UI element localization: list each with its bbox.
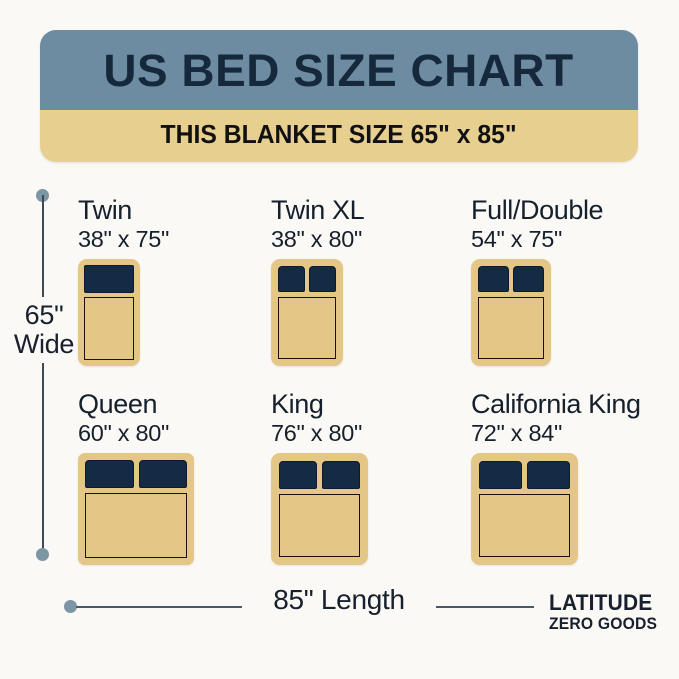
pillow-group (85, 459, 187, 488)
bed-name: Twin XL (271, 195, 365, 225)
bed-illustration-twin-xl (271, 258, 343, 366)
bed-dimensions: 38" x 80" (271, 225, 363, 252)
pillow-icon (309, 265, 336, 292)
brand-name-primary: LATITUDE (549, 590, 653, 615)
bed-name: Twin (78, 195, 132, 225)
pillow-icon (527, 460, 570, 489)
brand-name-secondary: ZERO GOODS (549, 614, 658, 633)
bed-cell-california-king: California King 72" x 84" (471, 390, 641, 565)
pillow-icon (479, 460, 522, 489)
horizontal-measure-axis: 85" Length (64, 586, 534, 614)
axis-line-right-segment (436, 606, 534, 608)
bed-dimensions: 60" x 80" (78, 419, 170, 446)
bed-dimensions: 76" x 80" (271, 419, 363, 446)
blanket-area (84, 296, 134, 360)
bed-illustration-queen (78, 452, 194, 565)
bed-name: California King (471, 389, 641, 419)
bed-cell-full-double: Full/Double 54" x 75" (471, 195, 604, 366)
pillow-icon (278, 265, 305, 292)
pillow-icon (513, 265, 544, 292)
pillow-group (479, 460, 570, 489)
pillow-group (278, 265, 336, 292)
bed-illustration-king (271, 452, 368, 565)
pillow-icon (84, 264, 134, 293)
bed-name: Queen (78, 389, 158, 419)
blanket-area (85, 492, 187, 558)
blanket-area (278, 296, 336, 359)
vertical-measure-value: 65" (24, 300, 64, 330)
pillow-icon (322, 460, 360, 489)
axis-line-vertical (42, 195, 44, 555)
horizontal-measure-label: 85" Length (273, 584, 405, 615)
blanket-area (279, 493, 360, 557)
vertical-measure-label: 65" Wide (0, 297, 88, 364)
bed-cell-king: King 76" x 80" (271, 390, 368, 565)
blanket-area (479, 493, 570, 557)
banner-title-band: US BED SIZE CHART (40, 30, 638, 110)
bed-cell-twin: Twin 38" x 75" (78, 196, 169, 366)
pillow-group (478, 265, 544, 292)
vertical-measure-axis (36, 189, 49, 561)
vertical-measure-unit: Wide (13, 328, 75, 359)
pillow-icon (85, 459, 134, 488)
bed-dimensions: 38" x 75" (78, 225, 170, 252)
page-title: US BED SIZE CHART (103, 44, 575, 96)
bed-cell-twin-xl: Twin XL 38" x 80" (271, 195, 365, 366)
header-banner: US BED SIZE CHART THIS BLANKET SIZE 65" … (40, 30, 638, 162)
bed-dimensions: 54" x 75" (471, 225, 563, 252)
brand-logo: LATITUDE ZERO GOODS (549, 590, 673, 633)
bed-name: King (271, 389, 324, 419)
banner-subtitle-band: THIS BLANKET SIZE 65" x 85" (40, 110, 638, 162)
pillow-icon (138, 459, 187, 488)
bed-cell-queen: Queen 60" x 80" (78, 390, 194, 565)
bed-illustration-california-king (471, 452, 578, 565)
pillow-icon (279, 460, 317, 489)
blanket-size-label: THIS BLANKET SIZE 65" x 85" (160, 121, 518, 150)
pillow-icon (478, 265, 509, 292)
bed-illustration-twin (78, 258, 140, 366)
blanket-area (478, 296, 544, 359)
bed-dimensions: 72" x 84" (471, 419, 563, 446)
pillow-group (279, 460, 360, 489)
axis-endpoint-dot-left (64, 600, 77, 613)
bed-name: Full/Double (471, 195, 604, 225)
pillow-group (84, 264, 134, 293)
axis-endpoint-dot-bottom (36, 548, 49, 561)
axis-line-left-segment (76, 606, 242, 608)
bed-illustration-full-double (471, 258, 551, 366)
